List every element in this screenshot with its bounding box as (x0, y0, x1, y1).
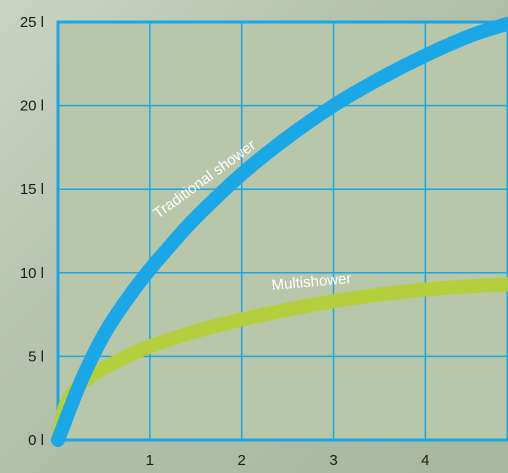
x-tick-label: 3 (329, 452, 337, 469)
y-tick-label: 5 l (28, 348, 44, 365)
y-tick-label: 0 l (28, 432, 44, 449)
series-layer (51, 16, 508, 447)
plot-frame (56, 20, 508, 442)
y-axis-ticks: 0 l 5 l 10 l 15 l 20 l 25 l (20, 14, 44, 449)
series-label-multishower: Multishower (271, 270, 352, 294)
x-tick-label: 4 (421, 452, 429, 469)
y-tick-label: 25 l (20, 14, 44, 31)
x-tick-label: 1 (146, 452, 154, 469)
y-tick-label: 15 l (20, 181, 44, 198)
x-tick-label: 2 (238, 452, 246, 469)
y-tick-label: 10 l (20, 265, 44, 282)
x-axis-ticks: 1 2 3 4 (146, 452, 430, 469)
series-line-traditional-shower (51, 16, 508, 447)
y-tick-label: 20 l (20, 98, 44, 115)
grid (56, 20, 508, 442)
plot-area (58, 22, 508, 440)
